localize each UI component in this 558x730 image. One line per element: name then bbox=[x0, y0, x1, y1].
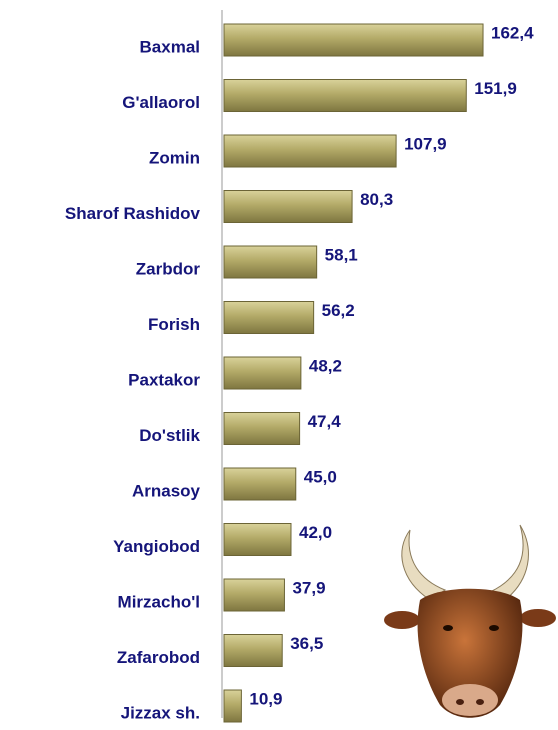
category-label: G'allaorol bbox=[122, 93, 200, 112]
bar bbox=[223, 523, 292, 556]
value-label: 151,9 bbox=[474, 79, 517, 98]
category-label: Jizzax sh. bbox=[121, 703, 200, 722]
bar bbox=[223, 467, 297, 501]
bar bbox=[223, 301, 315, 334]
category-label: Zarbdor bbox=[136, 259, 201, 278]
bar bbox=[223, 634, 283, 667]
bar bbox=[223, 190, 353, 223]
bar bbox=[223, 689, 242, 723]
category-label: Zafarobod bbox=[117, 648, 200, 667]
category-label: Sharof Rashidov bbox=[65, 204, 201, 223]
category-label: Mirzacho'l bbox=[118, 592, 200, 611]
category-label: Do'stlik bbox=[139, 426, 200, 445]
category-label: Forish bbox=[148, 315, 200, 334]
value-label: 56,2 bbox=[322, 301, 355, 320]
value-label: 162,4 bbox=[491, 23, 534, 42]
value-label: 10,9 bbox=[249, 689, 282, 708]
value-label: 37,9 bbox=[292, 578, 325, 597]
category-label: Baxmal bbox=[140, 37, 200, 56]
bar bbox=[223, 412, 301, 445]
bar bbox=[223, 578, 285, 612]
value-label: 48,2 bbox=[309, 356, 342, 375]
category-label: Arnasoy bbox=[132, 481, 201, 500]
value-label: 42,0 bbox=[299, 523, 332, 542]
value-label: 36,5 bbox=[290, 634, 323, 653]
bull-illustration bbox=[384, 524, 556, 718]
category-label: Paxtakor bbox=[128, 370, 200, 389]
value-label: 80,3 bbox=[360, 190, 393, 209]
bar bbox=[223, 134, 397, 168]
category-label: Zomin bbox=[149, 148, 200, 167]
bar bbox=[223, 245, 318, 279]
category-label: Yangiobod bbox=[113, 537, 200, 556]
value-label: 45,0 bbox=[304, 467, 337, 486]
bar bbox=[223, 79, 467, 112]
bar bbox=[223, 356, 302, 390]
value-label: 47,4 bbox=[308, 412, 342, 431]
bar bbox=[223, 23, 484, 57]
value-label: 58,1 bbox=[325, 245, 358, 264]
value-label: 107,9 bbox=[404, 134, 447, 153]
